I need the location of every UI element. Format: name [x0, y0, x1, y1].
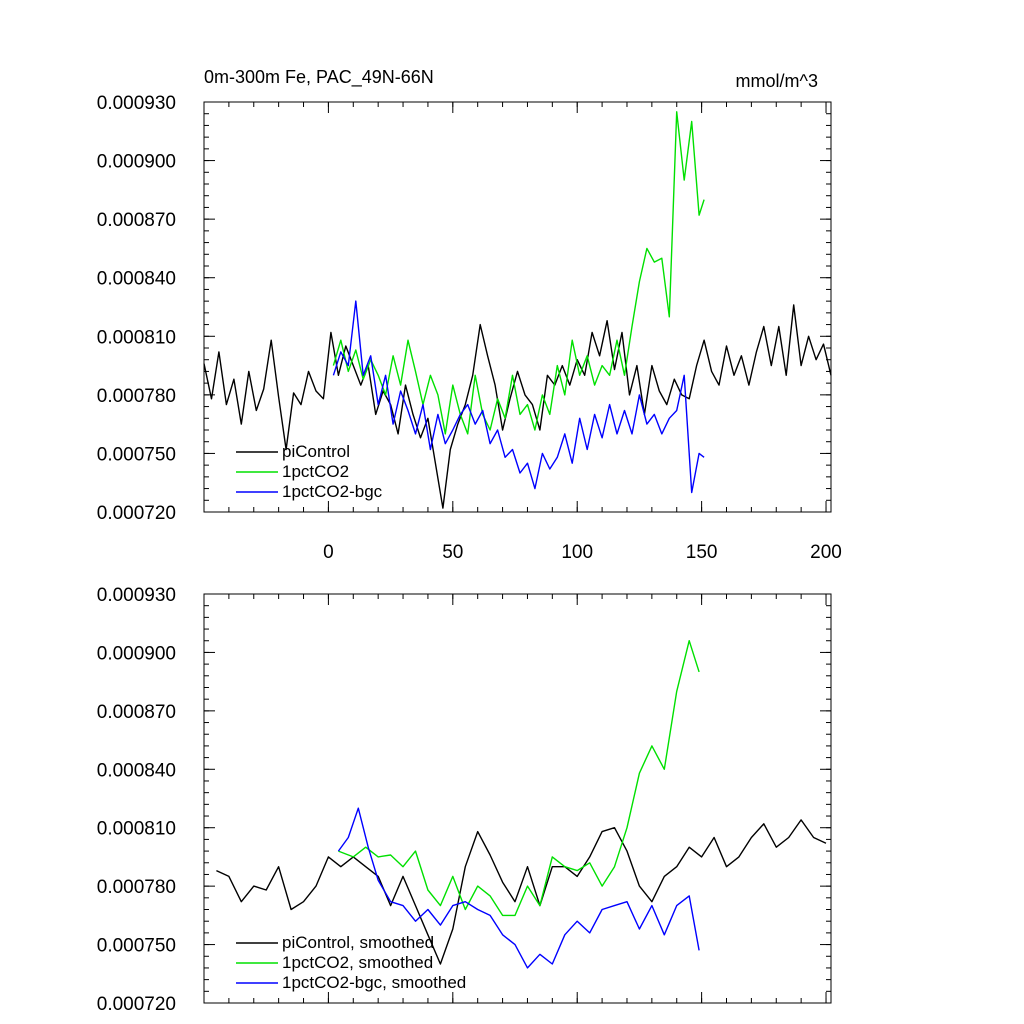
bottom-y-tick-label: 0.000810 — [97, 819, 176, 840]
units-label: mmol/m^3 — [736, 71, 818, 91]
top-y-tick-label: 0.000720 — [97, 503, 176, 524]
bottom-y-tick-label: 0.000780 — [97, 877, 176, 898]
bottom-series-line-2 — [337, 807, 700, 969]
bottom-series-line-1 — [338, 640, 700, 917]
bottom-panel: 0.000720 0.000750 0.000780 0.000810 0.000840… — [97, 585, 832, 1015]
top-legend-label: piControl — [282, 442, 350, 461]
bottom-y-tick-label: 0.000840 — [97, 760, 176, 781]
top-x-tick-label: 100 — [561, 542, 593, 563]
bottom-y-tick-label: 0.000870 — [97, 702, 176, 723]
top-plot-frame — [203, 101, 832, 513]
chart-title: 0m-300m Fe, PAC_49N-66N — [204, 67, 434, 88]
bottom-y-tick-label: 0.000750 — [97, 936, 176, 957]
top-x-tick-label: 50 — [442, 542, 463, 563]
top-series-line-2 — [332, 300, 705, 494]
bottom-legend-label: piControl, smoothed — [282, 933, 434, 952]
top-y-tick-label: 0.000930 — [97, 93, 176, 114]
top-y-tick-label: 0.000750 — [97, 444, 176, 465]
bottom-y-tick-label: 0.000720 — [97, 994, 176, 1015]
top-y-tick-label: 0.000870 — [97, 210, 176, 231]
top-x-tick-label: 200 — [810, 542, 842, 563]
bottom-plot-frame — [203, 593, 832, 1004]
top-y-tick-label: 0.000810 — [97, 327, 176, 348]
top-legend-label: 1pctCO2-bgc — [282, 482, 383, 501]
top-x-tick-label: 150 — [686, 542, 718, 563]
bottom-y-tick-label: 0.000930 — [97, 585, 176, 606]
top-x-tick-label: 0 — [323, 542, 334, 563]
bottom-y-tick-label: 0.000900 — [97, 643, 176, 664]
bottom-legend-label: 1pctCO2-bgc, smoothed — [282, 973, 466, 992]
bottom-series-line-0 — [216, 819, 827, 965]
top-series-line-0 — [203, 304, 832, 509]
top-y-tick-label: 0.000780 — [97, 386, 176, 407]
top-panel: 0m-300m Fe, PAC_49N-66N mmol/m^3 0.00072… — [97, 67, 842, 563]
top-legend-label: 1pctCO2 — [282, 462, 349, 481]
top-y-tick-label: 0.000840 — [97, 269, 176, 290]
bottom-legend-label: 1pctCO2, smoothed — [282, 953, 433, 972]
top-series-line-1 — [332, 111, 705, 435]
top-y-tick-label: 0.000900 — [97, 152, 176, 173]
